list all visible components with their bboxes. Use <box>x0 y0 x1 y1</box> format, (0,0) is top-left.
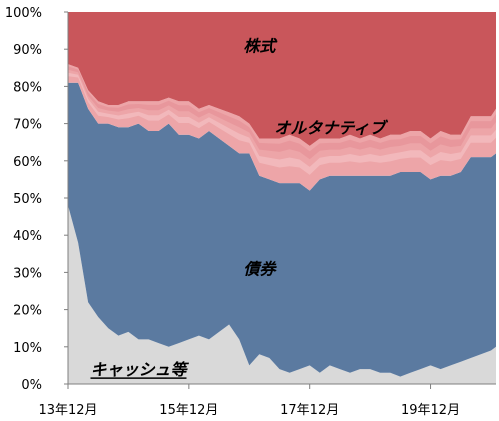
series-label-オルタナティブ: オルタナティブ <box>274 118 388 137</box>
y-tick-label: 10% <box>13 341 42 356</box>
y-tick-label: 40% <box>13 229 42 244</box>
y-axis-tick-labels: 0% 10% 20% 30% 40% 50% 60% 70% 80% 90% 100% <box>5 6 42 393</box>
x-axis-tick-labels: 13年12月 15年12月 17年12月 19年12月 <box>38 403 460 418</box>
axes <box>64 11 496 389</box>
y-tick-label: 0% <box>21 378 42 393</box>
y-tick-label: 90% <box>13 43 42 58</box>
area-layers <box>68 12 496 384</box>
y-tick-label: 70% <box>13 118 42 133</box>
x-tick-label: 19年12月 <box>401 403 460 418</box>
area-株式 <box>68 12 496 146</box>
area-債券 <box>68 82 496 377</box>
x-tick-label: 13年12月 <box>38 403 97 418</box>
y-tick-label: 100% <box>5 6 42 21</box>
area-キャッシュ等 <box>68 205 496 384</box>
x-tick-label: 17年12月 <box>280 403 339 418</box>
y-tick-label: 20% <box>13 304 42 319</box>
y-tick-label: 80% <box>13 80 42 95</box>
x-tick-label: 15年12月 <box>159 403 218 418</box>
series-label-キャッシュ等: キャッシュ等 <box>90 360 189 379</box>
y-tick-label: 30% <box>13 266 42 281</box>
series-label-債券: 債券 <box>243 260 277 279</box>
y-tick-label: 60% <box>13 155 42 170</box>
series-label-株式: 株式 <box>243 36 278 55</box>
y-tick-label: 50% <box>13 192 42 207</box>
